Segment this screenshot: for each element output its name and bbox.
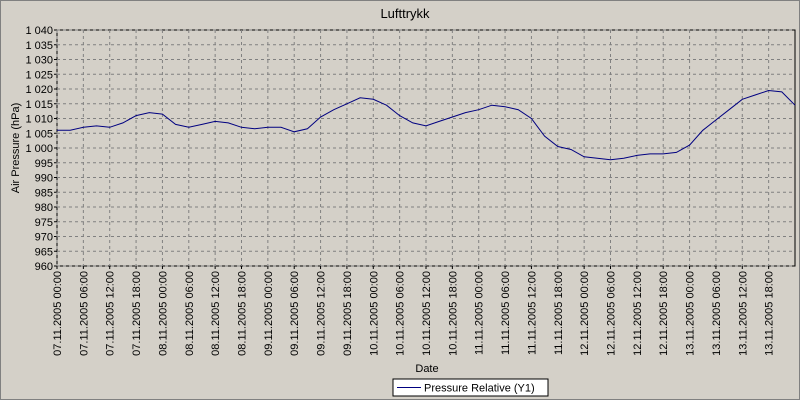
y-tick-label: 1 030 — [25, 55, 53, 67]
x-tick-label: 10.11.2005 06:00 — [395, 271, 407, 356]
y-tick-label: 960 — [35, 261, 53, 273]
y-tick-label: 975 — [35, 217, 53, 229]
y-axis-label: Air Pressure (hPa) — [10, 103, 22, 193]
y-tick-label: 990 — [35, 173, 53, 185]
x-tick-label: 09.11.2005 18:00 — [342, 271, 354, 356]
x-tick-label: 07.11.2005 18:00 — [131, 271, 143, 356]
x-axis-label: Date — [415, 363, 438, 375]
y-tick-label: 1 040 — [25, 25, 53, 37]
y-tick-label: 1 000 — [25, 143, 53, 155]
x-tick-label: 11.11.2005 06:00 — [500, 271, 512, 355]
x-tick-label: 13.11.2005 12:00 — [737, 271, 749, 356]
x-tick-label: 08.11.2005 06:00 — [184, 271, 196, 356]
x-tick-label: 12.11.2005 12:00 — [632, 271, 644, 356]
x-tick-label: 10.11.2005 00:00 — [368, 271, 380, 356]
legend-label: Pressure Relative (Y1) — [424, 383, 535, 395]
x-tick-label: 12.11.2005 18:00 — [658, 271, 670, 356]
x-tick-label: 09.11.2005 00:00 — [263, 271, 275, 356]
x-tick-label: 10.11.2005 12:00 — [421, 271, 433, 356]
y-tick-label: 970 — [35, 232, 53, 244]
x-tick-label: 07.11.2005 12:00 — [105, 271, 117, 356]
data-line — [57, 89, 796, 161]
x-tick-label: 09.11.2005 06:00 — [289, 271, 301, 356]
x-tick-label: 13.11.2005 18:00 — [764, 271, 776, 356]
x-tick-label: 07.11.2005 06:00 — [78, 271, 90, 356]
y-tick-label: 980 — [35, 202, 53, 214]
y-tick-label: 1 020 — [25, 84, 53, 96]
y-tick-label: 1 035 — [25, 40, 53, 52]
y-tick-label: 1 005 — [25, 128, 53, 140]
x-tick-label: 08.11.2005 00:00 — [157, 271, 169, 356]
x-tick-label: 12.11.2005 06:00 — [606, 271, 618, 356]
y-tick-label: 1 015 — [25, 99, 53, 111]
y-tick-label: 965 — [35, 246, 53, 258]
legend-box — [392, 378, 549, 397]
x-tick-label: 11.11.2005 12:00 — [526, 271, 538, 355]
x-tick-label: 09.11.2005 12:00 — [316, 271, 328, 356]
x-tick-label: 10.11.2005 18:00 — [447, 271, 459, 356]
y-tick-label: 995 — [35, 158, 53, 170]
y-tick-label: 1 025 — [25, 69, 53, 81]
y-tick-label: 1 010 — [25, 114, 53, 126]
x-tick-label: 07.11.2005 00:00 — [52, 271, 64, 356]
x-tick-label: 08.11.2005 12:00 — [210, 271, 222, 356]
x-tick-label: 13.11.2005 00:00 — [685, 271, 697, 356]
x-tick-label: 11.11.2005 18:00 — [553, 271, 565, 355]
x-tick-label: 12.11.2005 00:00 — [579, 271, 591, 356]
y-tick-label: 985 — [35, 187, 53, 199]
x-tick-label: 11.11.2005 00:00 — [474, 271, 486, 355]
x-tick-label: 13.11.2005 06:00 — [711, 271, 723, 356]
chart-title: Lufttrykk — [380, 6, 430, 21]
x-tick-label: 08.11.2005 18:00 — [237, 271, 249, 356]
